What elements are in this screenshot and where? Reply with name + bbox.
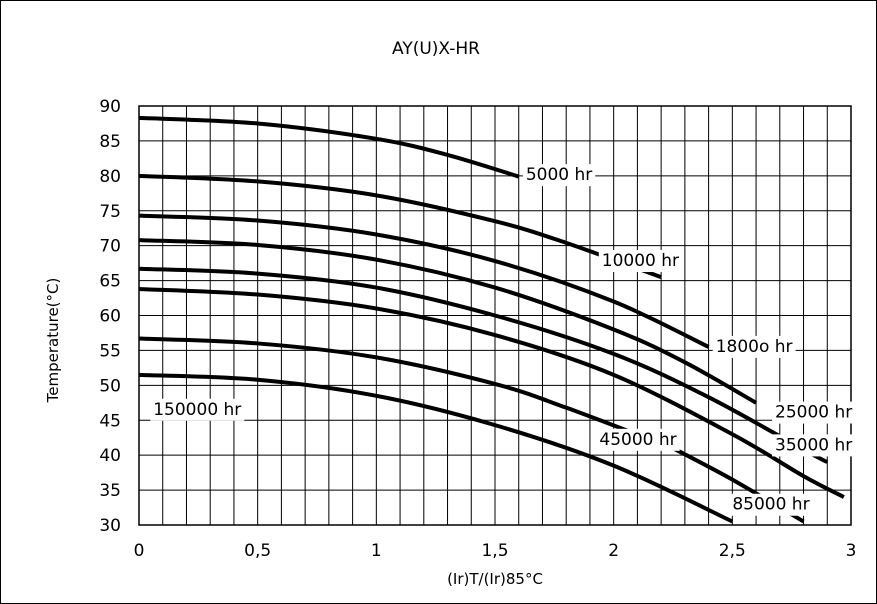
curve-label-text: 1800o hr [716,337,793,357]
x-tick-label: 2,5 [719,541,746,561]
curve-line [138,336,674,451]
curve-label-text: 5000 hr [526,165,592,185]
curve-line [138,372,734,524]
y-tick-label: 55 [99,341,121,361]
curve-label: 5000 hr [522,164,596,187]
y-tick-label: 45 [99,411,121,431]
x-tick-label: 0 [134,541,145,561]
curve-line [138,173,662,279]
y-tick-label: 60 [99,307,121,327]
curve-line [138,286,845,499]
curve-line [138,238,758,405]
curve-label-text: 45000 hr [599,430,676,450]
x-tick-label: 1 [371,541,382,561]
chart-title: AY(U)X-HR [392,39,480,59]
curve-label-background [522,164,596,187]
curve-label: 35000 hr [772,434,856,457]
curve-label-background [772,401,856,424]
y-tick-label: 30 [99,516,121,536]
curves [138,115,845,524]
curve-line [138,266,829,464]
curve-line [138,213,710,349]
y-tick-label: 80 [99,167,121,187]
x-tick-label: 0,5 [244,541,271,561]
y-axis-title: Temperature(°C) [44,278,62,404]
curve-label: 85000 hr [729,493,813,516]
curve-label-background [712,335,796,358]
curve-label: 45000 hr [596,428,680,451]
tick-labels: 0 0,5 1 1,5 2 2,5 3 30 35 40 45 50 55 60 65 70 75 80 85 90 [99,97,856,561]
x-axis-title: (Ir)T/(Ir)85°C [447,570,543,588]
y-tick-label: 85 [99,132,121,152]
y-tick-label: 90 [99,97,121,117]
curve-label: 150000 hr [150,398,245,421]
curve-label-text: 10000 hr [602,251,679,271]
curve-label-text: 25000 hr [775,403,852,423]
x-tick-label: 2 [608,541,619,561]
curve-line [138,115,520,179]
curve-label-background [150,398,245,421]
y-tick-label: 70 [99,237,121,257]
curve-label: 10000 hr [598,250,683,273]
x-tick-label: 3 [846,541,857,561]
y-tick-label: 35 [99,481,121,501]
curve-label-text: 35000 hr [775,435,852,455]
curve-label: 1800o hr [712,335,796,358]
curve-label-background [596,428,680,451]
y-tick-label: 75 [99,202,121,222]
curve-label-background [729,493,813,516]
grid-lines [138,105,852,526]
curve-label: 25000 hr [772,401,856,424]
plot-border [138,105,852,526]
y-tick-label: 50 [99,376,121,396]
curve-label-background [772,434,856,457]
curve-label-background [598,250,683,273]
x-tick-label: 1,5 [481,541,508,561]
y-tick-label: 40 [99,446,121,466]
curve-labels: 5000 hr 10000 hr 1800o hr 25000 hr 35000 hr 4… [150,164,856,516]
curve-label-text: 85000 hr [732,495,809,515]
y-tick-label: 65 [99,272,121,292]
curve-label-text: 150000 hr [153,400,241,420]
